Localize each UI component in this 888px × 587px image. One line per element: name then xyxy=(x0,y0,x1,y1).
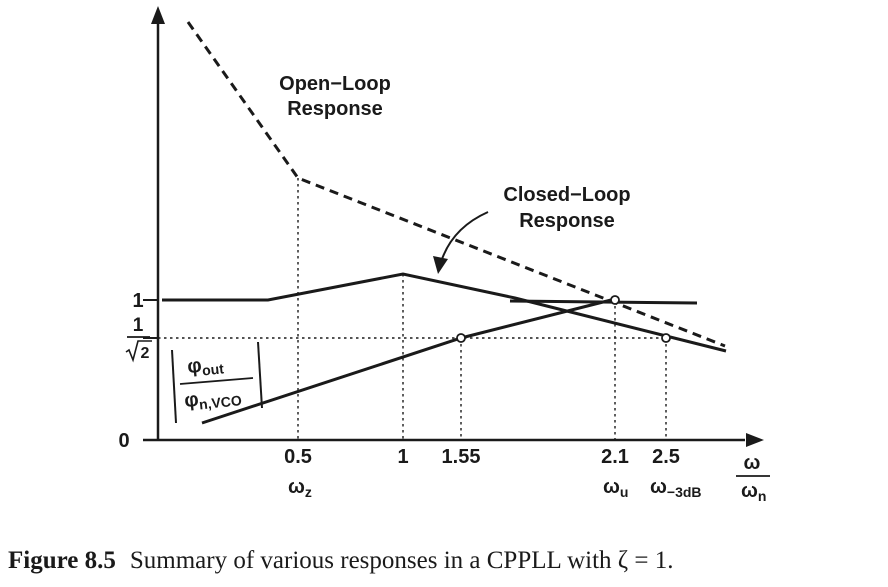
x-axis-den-main: ω xyxy=(741,480,758,502)
figure-caption: Figure 8.5 Summary of various responses i… xyxy=(8,547,674,574)
closed-loop-response-curve xyxy=(162,272,727,353)
open-loop-response-curve xyxy=(186,21,726,348)
y-label-1: 1 xyxy=(132,290,143,312)
x-sub-omega-u: ωu xyxy=(603,476,628,500)
closed-loop-arrow xyxy=(440,211,489,263)
noise-tf-den-main: φ xyxy=(183,389,200,412)
x-tick-1.55: 1.55 xyxy=(442,446,481,468)
closed-loop-label-line1: Closed−Loop xyxy=(503,184,630,206)
noise-transfer-curve xyxy=(201,297,616,425)
noise-tf-den-sub: n,VCO xyxy=(198,392,242,412)
open-loop-label-line2: Response xyxy=(287,98,383,120)
sqrt-sign xyxy=(125,340,152,363)
guide-lines xyxy=(158,178,667,440)
x-axis-label-num: ω xyxy=(744,452,761,474)
y-label-inv-sqrt2-den: 2 xyxy=(141,345,150,362)
noise-tf-num-sub: out xyxy=(201,360,225,378)
x-sub-omega-z: ωz xyxy=(288,476,312,500)
omega-z-main: ω xyxy=(288,476,305,498)
x-tick-2.5: 2.5 xyxy=(652,446,680,468)
x-sub-omega-3db: ω−3dB xyxy=(650,476,702,500)
x-tick-0.5: 0.5 xyxy=(284,446,312,468)
noise-tf-num: φout xyxy=(186,352,225,380)
x-axis-label-den: ωn xyxy=(741,480,766,504)
caption-label: Figure 8.5 xyxy=(8,547,116,574)
omega-3db-main: ω xyxy=(650,476,667,498)
noise-tf-den: φn,VCO xyxy=(183,384,242,414)
closed-loop-arrowhead xyxy=(433,256,448,274)
y-label-0: 0 xyxy=(118,430,129,452)
noise-tf-abs-left xyxy=(171,349,177,424)
noise-tf-num-main: φ xyxy=(186,355,203,378)
omega-u-sub: u xyxy=(620,484,629,500)
marker-1.55 xyxy=(456,333,466,343)
omega-3db-sub: −3dB xyxy=(667,484,702,500)
open-loop-label-line1: Open−Loop xyxy=(279,73,391,95)
omega-u-main: ω xyxy=(603,476,620,498)
marker-2.1 xyxy=(610,295,620,305)
x-tick-1: 1 xyxy=(397,446,408,468)
noise-tf-fraction-bar xyxy=(179,377,254,385)
caption-text: Summary of various responses in a CPPLL … xyxy=(130,547,674,574)
x-axis-den-sub: n xyxy=(758,488,767,504)
y-label-inv-sqrt2-num: 1 xyxy=(133,315,144,336)
x-tick-2.1: 2.1 xyxy=(601,446,629,468)
noise-tf-abs-right xyxy=(257,341,263,409)
y-axis-arrow xyxy=(151,6,165,24)
closed-loop-label-line2: Response xyxy=(519,210,615,232)
x-axis-arrow xyxy=(746,433,764,447)
noise-tf-label: φout φn,VCO xyxy=(171,341,263,424)
omega-z-sub: z xyxy=(305,484,312,500)
marker-2.5 xyxy=(661,333,671,343)
